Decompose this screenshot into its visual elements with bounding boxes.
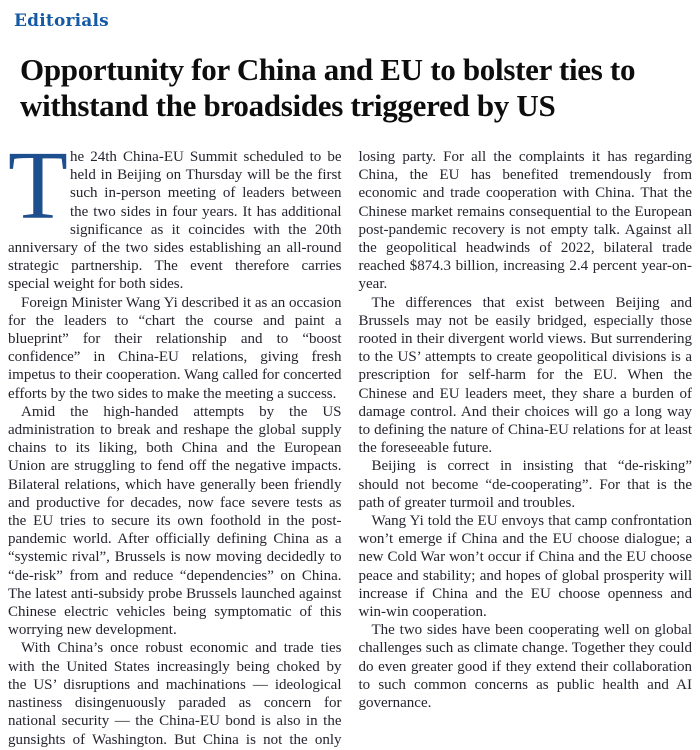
article-paragraph-5: The differences that exist between Beiji… xyxy=(358,294,693,457)
article-paragraph-4: With China’s once robust economic and tr… xyxy=(8,149,692,748)
article-paragraph-2: Foreign Minister Wang Yi described it as… xyxy=(8,294,342,402)
headline: Opportunity for China and EU to bolster … xyxy=(20,52,636,123)
article-paragraph-6: Beijing is correct in insisting that “de… xyxy=(358,458,693,511)
article-paragraph-1-text: he 24th China-EU Summit scheduled to be … xyxy=(8,149,342,293)
article-paragraph-8: The two sides have been cooperating well… xyxy=(358,622,693,712)
article-paragraph-3: Amid the high-handed attempts by the US … xyxy=(8,403,342,639)
article-paragraph-7: Wang Yi told the EU envoys that camp con… xyxy=(358,513,693,621)
section-label: Editorials xyxy=(14,11,109,31)
drop-cap: T xyxy=(8,148,68,240)
